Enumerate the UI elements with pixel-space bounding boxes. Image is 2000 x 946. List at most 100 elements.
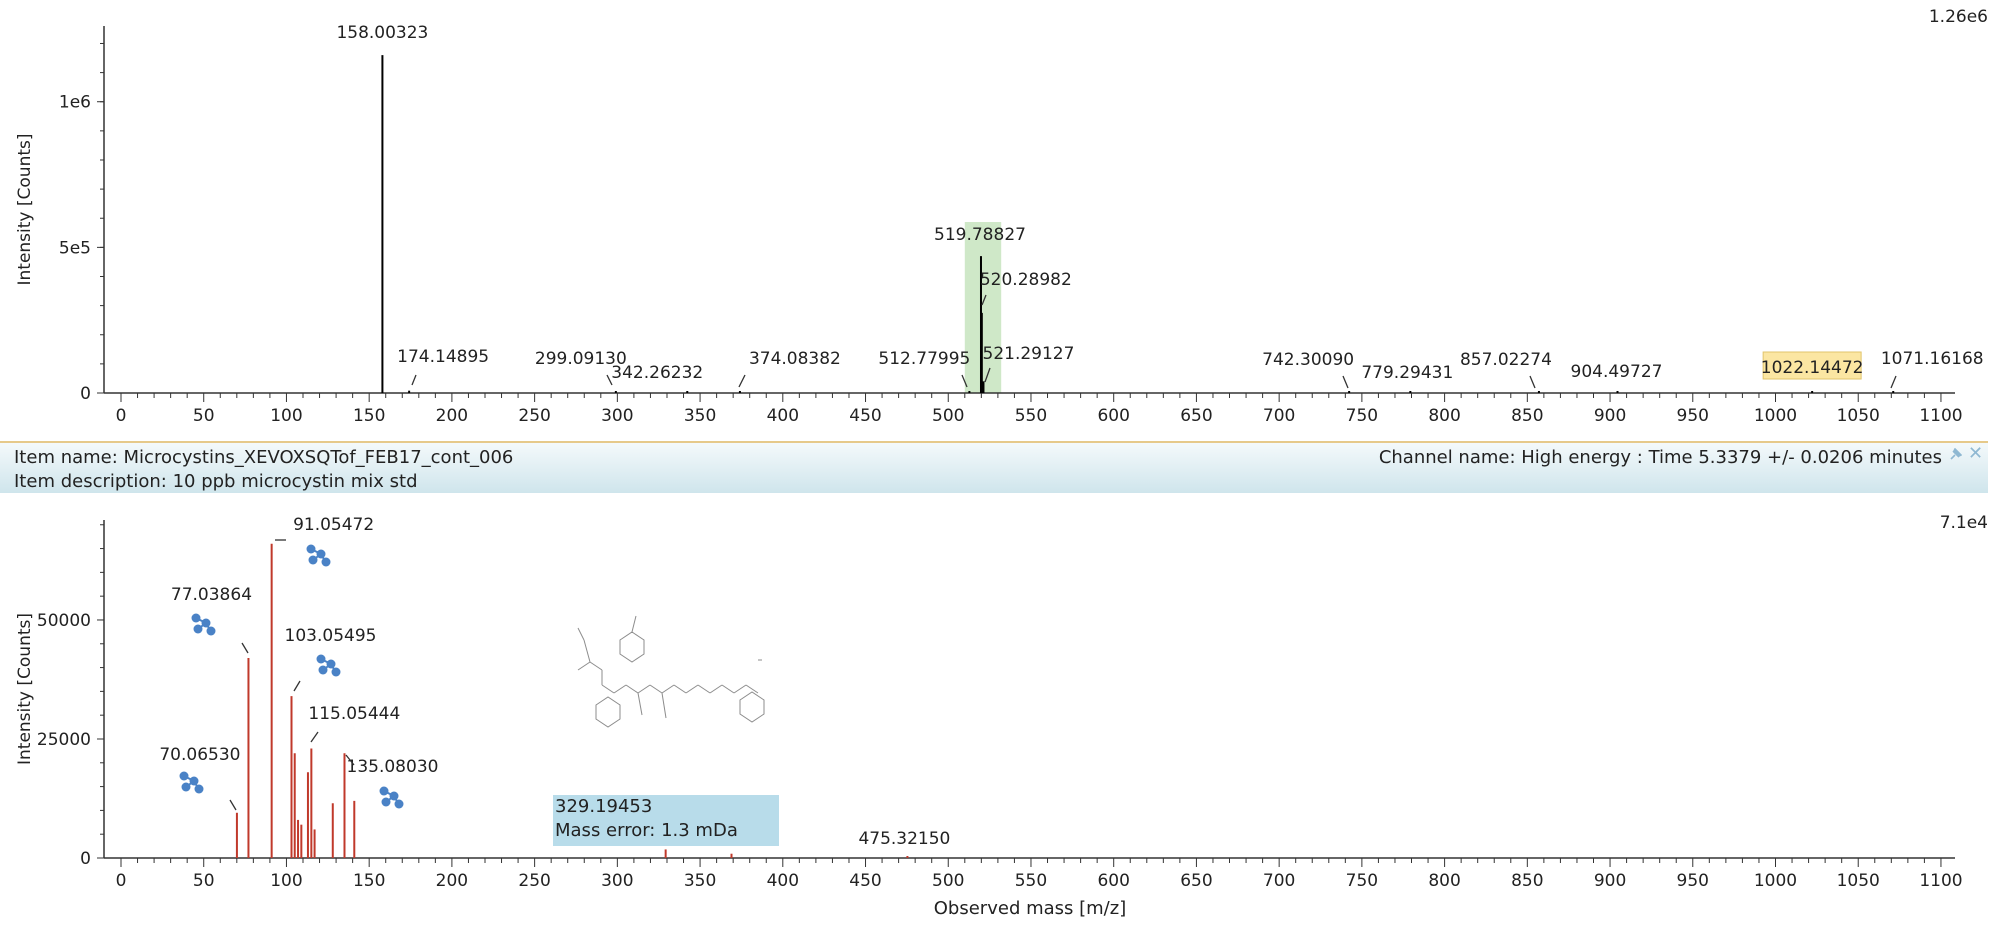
molecule-bond bbox=[625, 684, 639, 694]
molecule-bond bbox=[577, 627, 585, 641]
molecule-bond bbox=[733, 684, 747, 694]
fragment-icon-atom bbox=[381, 797, 391, 807]
x-tick-label: 50 bbox=[193, 406, 215, 426]
x-tick-label: 950 bbox=[1677, 871, 1709, 891]
x-tick-label: 150 bbox=[353, 871, 385, 891]
molecule-bond bbox=[577, 661, 591, 671]
x-tick-label: 250 bbox=[518, 871, 550, 891]
close-icon[interactable]: ✕ bbox=[1968, 443, 1984, 464]
peak-label-leader bbox=[1890, 375, 1897, 389]
peak-label: 904.49727 bbox=[1571, 362, 1663, 382]
fragment-icon-atom bbox=[191, 613, 201, 623]
x-tick-label: 900 bbox=[1594, 871, 1626, 891]
fragment-icon-atom bbox=[394, 799, 404, 809]
x-tick-label: 900 bbox=[1594, 406, 1626, 426]
item-description: Item description: 10 ppb microcystin mix… bbox=[14, 471, 418, 492]
peak-label-leader bbox=[411, 374, 417, 386]
x-tick-label: 400 bbox=[767, 871, 799, 891]
x-tick-label: 750 bbox=[1346, 406, 1378, 426]
y-tick-label: 5e5 bbox=[59, 238, 91, 258]
x-tick-label: 650 bbox=[1180, 406, 1212, 426]
fragment-icon-atom bbox=[316, 549, 326, 559]
peak-label: 174.14895 bbox=[397, 347, 489, 367]
x-tick-label: 200 bbox=[436, 406, 468, 426]
fragment-icon bbox=[191, 613, 216, 636]
peak-label: 158.00323 bbox=[336, 23, 428, 43]
y-axis-label: Intensity [Counts] bbox=[15, 613, 35, 765]
molecule-ring bbox=[739, 691, 765, 723]
x-tick-label: 300 bbox=[601, 406, 633, 426]
fragment-icon-atom bbox=[179, 771, 189, 781]
x-tick-label: 600 bbox=[1097, 406, 1129, 426]
x-tick-label: 500 bbox=[932, 871, 964, 891]
y-tick-label: 50000 bbox=[37, 611, 91, 631]
peak-label-leader bbox=[345, 754, 355, 766]
x-tick-label: 1100 bbox=[1919, 871, 1962, 891]
molecule-ring bbox=[619, 631, 645, 663]
x-tick-label: 100 bbox=[270, 406, 302, 426]
peak-label-highlight bbox=[1762, 351, 1862, 380]
fragment-icon-atom bbox=[193, 624, 203, 634]
peak-label: 520.28982 bbox=[980, 270, 1072, 290]
spectrum-chart-top: 0 50 100 150 200 250 300 350 400 450 500 550 600 650 7… bbox=[15, 7, 1988, 426]
x-tick-label: 250 bbox=[518, 406, 550, 426]
x-tick-label: 800 bbox=[1428, 871, 1460, 891]
peak-label-leader bbox=[310, 731, 319, 743]
peak-highlight-band bbox=[964, 222, 1002, 393]
peak-label: 742.30090 bbox=[1262, 350, 1354, 370]
max-intensity-label: 7.1e4 bbox=[1940, 513, 1988, 533]
peak-label-leader bbox=[606, 374, 613, 386]
peak-label-leader bbox=[1529, 375, 1536, 389]
x-tick-label: 500 bbox=[932, 406, 964, 426]
peak-label: 521.29127 bbox=[983, 344, 1075, 364]
fragment-icon-atom bbox=[201, 618, 211, 628]
x-tick-label: 950 bbox=[1677, 406, 1709, 426]
y-tick-label: 1e6 bbox=[59, 93, 91, 113]
x-tick-label: 1050 bbox=[1837, 871, 1880, 891]
y-tick-label: 0 bbox=[80, 384, 91, 404]
peak-label-leader bbox=[241, 642, 249, 654]
molecule-ring bbox=[595, 696, 621, 728]
fragment-icon-atom bbox=[316, 654, 326, 664]
x-tick-label: 100 bbox=[270, 871, 302, 891]
spectrum-chart-bottom: 0 50 100 150 200 250 300 350 400 450 500 550 600 650 7… bbox=[15, 513, 1988, 919]
tooltip-mass: 329.19453 bbox=[555, 796, 653, 817]
x-tick-label: 600 bbox=[1097, 871, 1129, 891]
fragment-icon-atom bbox=[318, 665, 328, 675]
fragment-icon-atom bbox=[206, 626, 216, 636]
x-tick-label: 650 bbox=[1180, 871, 1212, 891]
x-tick-label: 1000 bbox=[1754, 871, 1797, 891]
x-tick-label: 800 bbox=[1428, 406, 1460, 426]
fragment-icon-atom bbox=[181, 782, 191, 792]
peak-label: 342.26232 bbox=[611, 363, 703, 383]
peak-label: 70.06530 bbox=[159, 745, 240, 765]
molecule-bond bbox=[721, 684, 735, 694]
x-tick-label: 850 bbox=[1511, 406, 1543, 426]
peak-label: 1022.14472 bbox=[1761, 358, 1864, 378]
molecule-bond bbox=[649, 684, 663, 694]
peak-label: 115.05444 bbox=[308, 704, 400, 724]
fragment-icon bbox=[379, 786, 404, 809]
x-tick-label: 700 bbox=[1263, 406, 1295, 426]
tooltip-mass-error: Mass error: 1.3 mDa bbox=[555, 820, 738, 841]
x-tick-label: 450 bbox=[849, 406, 881, 426]
x-tick-label: 150 bbox=[353, 406, 385, 426]
molecule-bond bbox=[637, 684, 651, 694]
peak-label: 512.77995 bbox=[878, 349, 970, 369]
x-tick-label: 1000 bbox=[1754, 406, 1797, 426]
molecule-bond bbox=[697, 684, 711, 694]
item-name: Item name: Microcystins_XEVOXSQTof_FEB17… bbox=[14, 447, 514, 468]
x-tick-label: 450 bbox=[849, 871, 881, 891]
max-intensity-label: 1.26e6 bbox=[1929, 7, 1988, 27]
peak-label: 77.03864 bbox=[171, 585, 252, 605]
x-tick-label: 700 bbox=[1263, 871, 1295, 891]
molecule-bond bbox=[661, 692, 667, 719]
peak-label-leader bbox=[229, 799, 237, 811]
pin-icon[interactable] bbox=[1948, 448, 1962, 462]
molecule-bond bbox=[589, 661, 603, 671]
fragment-icon-atom bbox=[326, 659, 336, 669]
fragment-icon-atom bbox=[379, 786, 389, 796]
x-tick-label: 550 bbox=[1015, 406, 1047, 426]
molecule-bond bbox=[631, 615, 637, 633]
x-tick-label: 850 bbox=[1511, 871, 1543, 891]
